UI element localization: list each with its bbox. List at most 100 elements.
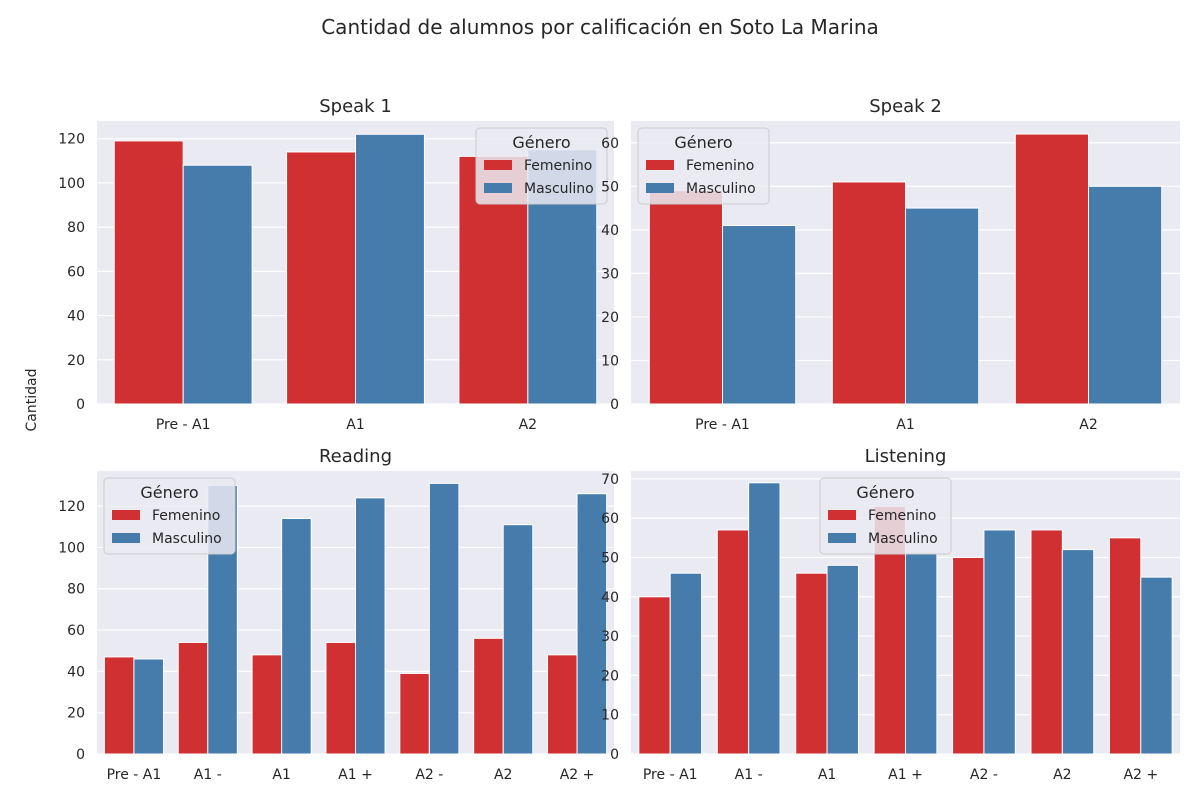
bar-femenino-a2 [473, 637, 504, 755]
y-tick-label: 50 [601, 179, 619, 195]
bar-femenino-pre-a1 [113, 140, 184, 405]
bar-masculino-a1 [355, 497, 386, 755]
panel-title: Speak 1 [319, 96, 392, 117]
bar-masculino-a2 [1061, 549, 1095, 755]
y-tick-label: 120 [58, 499, 85, 515]
y-tick-label: 40 [67, 309, 85, 325]
legend-swatch-femenino [112, 510, 140, 520]
bar-masculino-pre-a1 [182, 164, 253, 405]
y-tick-label: 0 [76, 747, 85, 763]
y-tick-label: 60 [67, 264, 85, 280]
figure-suptitle: Cantidad de alumnos por calificación en … [321, 15, 879, 39]
y-tick-label: 60 [601, 511, 619, 527]
bar-femenino-pre-a1 [103, 656, 135, 755]
y-tick-label: 60 [601, 136, 619, 152]
panel-title: Reading [319, 446, 392, 467]
panel-reading: 0 20 40 60 80 100 120 Reading Pre - A1 A1 - A1 A1 +… [58, 446, 614, 783]
legend-swatch-femenino [828, 510, 856, 520]
legend-swatch-femenino [484, 160, 512, 170]
legend-swatch-masculino [112, 533, 140, 543]
bar-masculino-a1 [905, 553, 938, 755]
legend: Género Femenino Masculino [475, 127, 608, 205]
y-tick-label: 120 [58, 132, 85, 148]
legend-title: Género [512, 133, 570, 152]
x-tick-label: A2 [494, 767, 512, 783]
x-tick-label: A1 - [194, 767, 222, 783]
legend-label-femenino: Femenino [152, 508, 220, 524]
y-tick-label: 70 [601, 472, 619, 488]
figure-ylabel: Cantidad [24, 369, 40, 432]
x-tick-label: Pre - A1 [107, 767, 162, 783]
y-tick-label: 20 [601, 668, 619, 684]
bar-masculino-a2 [1140, 576, 1173, 755]
x-tick-label: A1 [346, 417, 364, 433]
bar-masculino-a2 [428, 482, 460, 755]
y-tick-label: 10 [601, 353, 619, 369]
panel-speak-2: 0 10 20 30 40 50 60 Speak 2 Pre - A1 A1 A2 Género Fe… [601, 96, 1180, 433]
bar-masculino-a1 [905, 207, 980, 405]
bar-masculino-a1 [826, 564, 859, 755]
y-tick-label: 30 [601, 266, 619, 282]
legend-label-femenino: Femenino [524, 158, 592, 174]
legend-label-femenino: Femenino [686, 158, 754, 174]
y-tick-label: 0 [76, 397, 85, 413]
x-tick-label: A1 + [888, 767, 923, 783]
legend-label-femenino: Femenino [868, 508, 936, 524]
y-tick-label: 40 [601, 223, 619, 239]
bar-femenino-a1 [286, 151, 357, 405]
bar-masculino-pre-a1 [669, 572, 703, 755]
panel-listening: 0 10 20 30 40 50 60 70 Listening Pre - A1 A1 - A1 A1… [601, 446, 1180, 783]
legend-swatch-masculino [646, 183, 674, 193]
x-tick-label: A2 + [1123, 767, 1158, 783]
y-tick-label: 50 [601, 550, 619, 566]
y-tick-label: 30 [601, 629, 619, 645]
bar-femenino-a1 [251, 654, 283, 755]
y-tick-label: 20 [67, 706, 85, 722]
x-tick-label: Pre - A1 [156, 417, 211, 433]
legend-swatch-femenino [646, 160, 674, 170]
x-tick-label: A1 - [735, 767, 763, 783]
bar-femenino-a1 [177, 641, 209, 755]
bar-femenino-a2 [399, 672, 430, 755]
panel-speak-1: 0 20 40 60 80 100 120 Speak 1 Pre - A1 A1 A2 Género… [58, 96, 614, 433]
x-tick-label: Pre - A1 [695, 417, 750, 433]
bar-masculino-pre-a1 [722, 224, 797, 405]
y-tick-label: 100 [58, 176, 85, 192]
bar-masculino-a2 [1088, 185, 1163, 405]
bar-femenino-a1 [325, 641, 357, 755]
y-tick-label: 40 [67, 664, 85, 680]
x-tick-label: A2 + [560, 767, 595, 783]
legend-title: Género [674, 133, 732, 152]
x-tick-label: A1 [818, 767, 836, 783]
x-tick-label: A1 [896, 417, 914, 433]
y-tick-label: 20 [67, 353, 85, 369]
bar-masculino-a2 [502, 524, 534, 755]
legend-label-masculino: Masculino [524, 181, 594, 197]
y-tick-label: 0 [610, 747, 619, 763]
bar-femenino-a1 [716, 529, 750, 755]
bar-femenino-a2 [547, 654, 578, 755]
legend-title: Género [140, 483, 198, 502]
y-tick-label: 80 [67, 220, 85, 236]
legend: Género Femenino Masculino [637, 127, 770, 205]
bar-femenino-a2 [952, 556, 985, 755]
legend-swatch-masculino [828, 533, 856, 543]
y-tick-label: 40 [601, 590, 619, 606]
bar-femenino-pre-a1 [648, 190, 723, 405]
bar-femenino-a2 [1108, 537, 1142, 755]
x-tick-label: Pre - A1 [643, 767, 698, 783]
legend-label-masculino: Masculino [152, 531, 222, 547]
bar-masculino-a2 [983, 529, 1016, 755]
x-tick-label: A2 [519, 417, 537, 433]
y-tick-label: 100 [58, 540, 85, 556]
bar-femenino-a2 [1014, 133, 1089, 405]
bar-femenino-pre-a1 [638, 596, 671, 755]
bar-femenino-a1 [795, 572, 828, 755]
legend-swatch-masculino [484, 183, 512, 193]
legend-title: Género [856, 483, 914, 502]
legend-label-masculino: Masculino [686, 181, 756, 197]
x-tick-label: A2 - [415, 767, 443, 783]
y-tick-label: 0 [610, 397, 619, 413]
bar-masculino-a2 [576, 493, 608, 755]
